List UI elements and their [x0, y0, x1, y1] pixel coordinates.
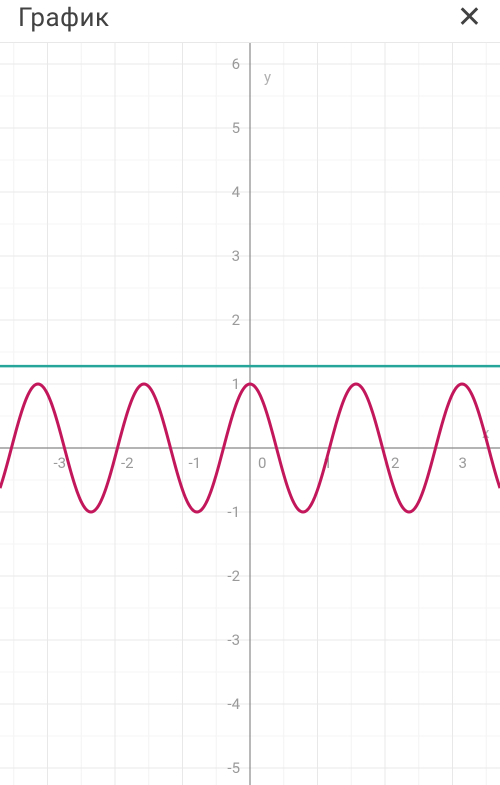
svg-text:6: 6: [232, 55, 240, 73]
svg-text:1: 1: [232, 375, 240, 393]
svg-text:0: 0: [258, 454, 266, 472]
svg-text:-4: -4: [227, 695, 240, 713]
page-title: График: [18, 3, 110, 33]
svg-text:-3: -3: [54, 454, 67, 472]
svg-text:2: 2: [391, 454, 399, 472]
svg-text:-1: -1: [227, 503, 240, 521]
svg-text:4: 4: [232, 183, 241, 201]
svg-text:-1: -1: [189, 454, 202, 472]
close-icon[interactable]: ✕: [457, 3, 482, 33]
chart-container[interactable]: -3-2-10123654321-1-2-3-4-5yx: [0, 42, 500, 784]
svg-text:3: 3: [232, 247, 240, 265]
svg-text:-5: -5: [227, 759, 240, 777]
chart-svg: -3-2-10123654321-1-2-3-4-5yx: [0, 43, 500, 785]
svg-text:5: 5: [232, 119, 240, 137]
svg-text:3: 3: [459, 454, 467, 472]
svg-text:-2: -2: [227, 567, 240, 585]
svg-text:-2: -2: [121, 454, 134, 472]
header-bar: График ✕: [0, 0, 500, 42]
svg-text:-3: -3: [227, 631, 240, 649]
svg-text:y: y: [264, 68, 271, 86]
svg-text:2: 2: [232, 311, 240, 329]
